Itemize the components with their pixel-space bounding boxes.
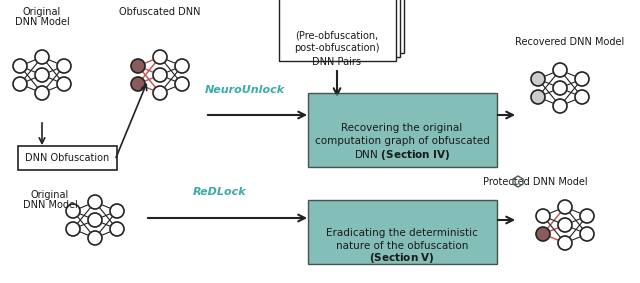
Circle shape <box>580 209 594 223</box>
Text: DNN Pairs: DNN Pairs <box>312 57 362 67</box>
Circle shape <box>553 63 567 77</box>
Circle shape <box>13 59 27 73</box>
Circle shape <box>66 222 80 236</box>
Text: DNN Model: DNN Model <box>22 200 77 210</box>
Circle shape <box>35 68 49 82</box>
Text: ✓: ✓ <box>515 179 522 188</box>
Circle shape <box>131 77 145 91</box>
Text: Recovering the original: Recovering the original <box>341 123 463 133</box>
Text: computation graph of obfuscated: computation graph of obfuscated <box>315 136 490 146</box>
Circle shape <box>57 77 71 91</box>
Text: DNN $\bf{(Section\ IV)}$: DNN $\bf{(Section\ IV)}$ <box>354 148 450 162</box>
FancyBboxPatch shape <box>279 0 396 61</box>
FancyBboxPatch shape <box>308 93 497 167</box>
Circle shape <box>553 81 567 95</box>
Circle shape <box>531 90 545 104</box>
Circle shape <box>131 59 145 73</box>
FancyBboxPatch shape <box>308 200 497 264</box>
Text: (Pre-obfuscation,: (Pre-obfuscation, <box>296 30 379 40</box>
Text: Original: Original <box>31 190 69 200</box>
Circle shape <box>175 59 189 73</box>
Circle shape <box>536 227 550 241</box>
Circle shape <box>35 50 49 64</box>
FancyBboxPatch shape <box>283 0 400 57</box>
Text: nature of the obfuscation: nature of the obfuscation <box>336 241 468 251</box>
Circle shape <box>575 90 589 104</box>
Text: Eradicating the deterministic: Eradicating the deterministic <box>326 228 478 238</box>
Circle shape <box>88 213 102 227</box>
Circle shape <box>66 204 80 218</box>
Text: $\bf{(Section\ V)}$: $\bf{(Section\ V)}$ <box>369 251 435 265</box>
Circle shape <box>531 72 545 86</box>
Circle shape <box>558 218 572 232</box>
FancyBboxPatch shape <box>18 146 117 170</box>
Circle shape <box>13 77 27 91</box>
Circle shape <box>536 209 550 223</box>
Text: Protected DNN Model: Protected DNN Model <box>483 177 588 187</box>
Text: Obfuscated DNN: Obfuscated DNN <box>119 7 201 17</box>
Circle shape <box>175 77 189 91</box>
Circle shape <box>88 195 102 209</box>
Text: ReDLock: ReDLock <box>193 187 247 197</box>
Circle shape <box>558 236 572 250</box>
Circle shape <box>553 99 567 113</box>
Text: Recovered DNN Model: Recovered DNN Model <box>515 37 625 47</box>
Circle shape <box>153 86 167 100</box>
Text: post-obfuscation): post-obfuscation) <box>294 43 380 53</box>
Circle shape <box>153 68 167 82</box>
Circle shape <box>110 222 124 236</box>
Circle shape <box>35 86 49 100</box>
FancyBboxPatch shape <box>287 0 404 53</box>
Circle shape <box>153 50 167 64</box>
Circle shape <box>580 227 594 241</box>
Text: Original: Original <box>23 7 61 17</box>
Circle shape <box>57 59 71 73</box>
Circle shape <box>558 200 572 214</box>
Text: DNN Model: DNN Model <box>15 17 69 27</box>
Circle shape <box>575 72 589 86</box>
Text: DNN Obfuscation: DNN Obfuscation <box>25 153 109 163</box>
Circle shape <box>88 231 102 245</box>
Text: NeuroUnlock: NeuroUnlock <box>205 85 285 95</box>
Circle shape <box>110 204 124 218</box>
